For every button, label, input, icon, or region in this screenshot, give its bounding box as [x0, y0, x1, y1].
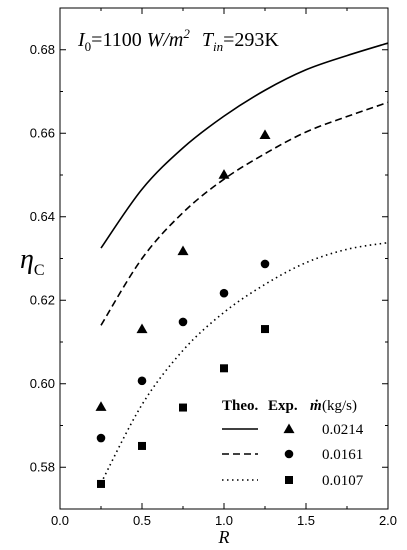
series-0.0107 [97, 241, 389, 488]
legend-header-theo: Theo. [222, 398, 259, 414]
x-tick-label: 2.0 [379, 513, 397, 528]
experimental-point [220, 364, 228, 373]
conditions-annotation: I0=1100 W/m2 Tin=293K [77, 26, 279, 54]
legend-label: 0.0107 [322, 473, 364, 489]
series-0.0214 [95, 42, 389, 411]
x-axis-title: R [218, 527, 230, 547]
experimental-point [177, 245, 189, 256]
legend-label: 0.0214 [322, 422, 364, 438]
i0-unit-superscript: 2 [183, 26, 190, 41]
x-tick-label: 0.0 [51, 513, 69, 528]
y-tick-label: 0.66 [30, 125, 55, 140]
y-tick-label: 0.68 [30, 42, 55, 57]
experimental-point [218, 169, 230, 179]
experimental-point [97, 479, 105, 488]
y-axis-ticks: 0.58 0.60 0.62 0.64 0.66 0.68 [30, 7, 388, 510]
x-tick-label: 0.5 [133, 513, 151, 528]
legend-header-exp: Exp. [268, 398, 298, 414]
experimental-point [261, 325, 269, 334]
experimental-point [96, 433, 106, 443]
x-tick-label: 1.5 [297, 513, 315, 528]
experimental-point [138, 441, 146, 450]
experimental-point [179, 403, 187, 412]
experimental-point [95, 401, 107, 411]
experimental-point [136, 323, 148, 334]
y-tick-label: 0.58 [30, 459, 55, 474]
y-axis-title-subscript: C [34, 262, 45, 279]
experimental-point [260, 259, 270, 269]
theory-curve [100, 101, 389, 326]
i0-value: =1100 [91, 29, 147, 51]
legend-rows: 0.0214 0.0161 0.0107 [222, 422, 364, 489]
tin-symbol: T [202, 29, 215, 51]
legend-header-mdot: ṁ [310, 398, 322, 414]
tin-value: =293K [223, 29, 279, 51]
x-axis-ticks: 0.0 0.5 1.0 1.5 2.0 [51, 8, 397, 528]
i0-symbol: I [77, 29, 86, 51]
y-axis-title-main: η [20, 244, 34, 275]
experimental-point [259, 129, 271, 140]
legend-label: 0.0161 [322, 447, 363, 463]
i0-subscript: 0 [85, 39, 92, 54]
theory-curve [100, 42, 389, 249]
legend-marker-sample [284, 449, 294, 459]
series-0.0161 [96, 101, 389, 443]
y-tick-label: 0.64 [30, 209, 55, 224]
experimental-point [219, 288, 229, 298]
y-axis-title: ηC [20, 244, 45, 279]
x-tick-label: 1.0 [215, 513, 233, 528]
experimental-point [137, 376, 147, 386]
legend: Theo. Exp. ṁ (kg/s) 0.0214 0.0161 0.0107 [222, 398, 364, 489]
y-tick-label: 0.60 [30, 376, 55, 391]
i0-unit: W/m [147, 29, 184, 51]
legend-header-unit: (kg/s) [322, 398, 357, 414]
series-layer [95, 42, 389, 488]
y-tick-label: 0.62 [30, 292, 55, 307]
legend-marker-sample [285, 476, 293, 484]
theory-curve [100, 241, 389, 484]
tin-subscript: in [213, 39, 223, 54]
legend-marker-sample [283, 423, 295, 434]
experimental-point [178, 317, 188, 327]
